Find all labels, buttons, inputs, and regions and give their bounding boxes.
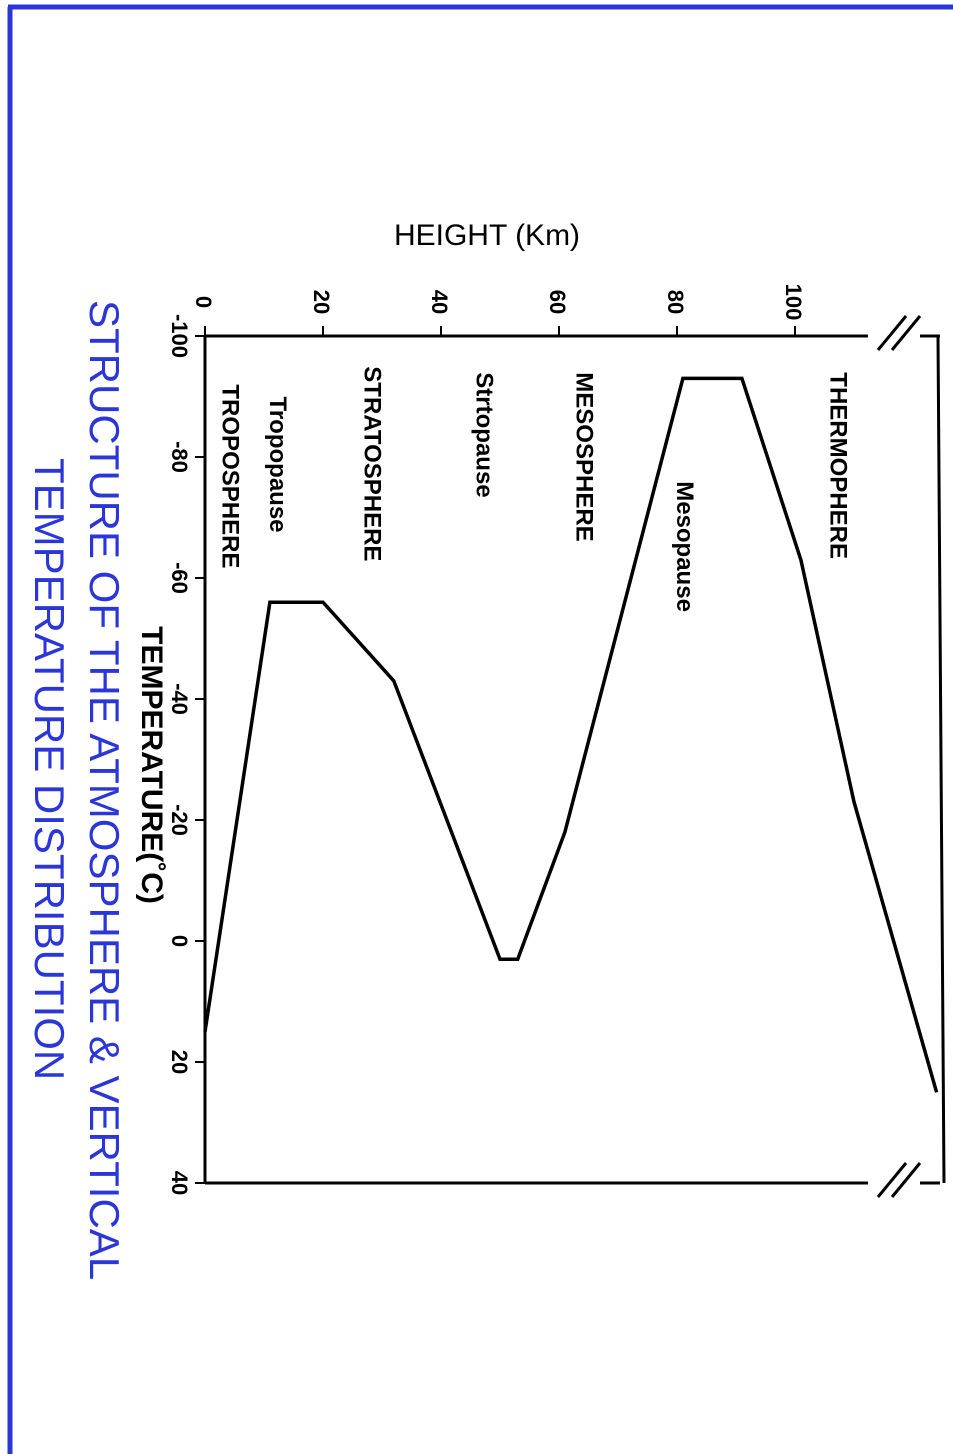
temperature-tick-label: -100 bbox=[167, 314, 192, 358]
layer-label: Tropopause bbox=[264, 397, 291, 533]
height-tick-label: 100 bbox=[781, 284, 806, 321]
height-tick-label: 20 bbox=[309, 290, 334, 314]
y-axis-title: HEIGHT (Km) bbox=[394, 219, 580, 252]
temperature-tick-label: 20 bbox=[167, 1050, 192, 1074]
layer-label: MESOSPHERE bbox=[571, 372, 598, 541]
temperature-tick-label: -60 bbox=[167, 562, 192, 594]
layer-label: Mesopause bbox=[671, 481, 698, 612]
plot-area: 0 20 40 60 80 100 -100 -80 -60 -40 -20 0 20 40 TROPOSP… bbox=[167, 284, 946, 1198]
temperature-tick-label: 40 bbox=[167, 1171, 192, 1195]
x-axis-title: TEMPERATURE(˚C) bbox=[135, 626, 168, 904]
right-edge-line bbox=[936, 335, 946, 1184]
height-tick-label: 0 bbox=[191, 296, 216, 308]
height-tick-label: 60 bbox=[545, 290, 570, 314]
caption-line-2: TEMPERATURE DISTRIBUTION bbox=[26, 458, 73, 1080]
layer-label: STRATOSPHERE bbox=[358, 366, 385, 561]
layer-label: Strtopause bbox=[470, 372, 497, 497]
layer-label: THERMOPHERE bbox=[824, 372, 851, 559]
height-tick-label: 40 bbox=[427, 290, 452, 314]
temperature-tick-label: 0 bbox=[167, 935, 192, 947]
temperature-tick-label: -20 bbox=[167, 804, 192, 836]
temperature-tick-label: -40 bbox=[167, 683, 192, 715]
axis-break-mark bbox=[876, 315, 908, 351]
axis-break-mark bbox=[890, 315, 922, 351]
layer-label: TROPOSPHERE bbox=[217, 384, 244, 568]
temperature-tick-label: -80 bbox=[167, 441, 192, 473]
axis-break-mark bbox=[890, 1162, 922, 1198]
height-tick-label: 80 bbox=[663, 290, 688, 314]
caption-line-1: STRUCTURE OF THE ATMOSPHERE & VERTICAL bbox=[81, 300, 128, 1280]
axis-break-mark bbox=[876, 1162, 908, 1198]
temperature-profile-line bbox=[203, 376, 939, 1093]
